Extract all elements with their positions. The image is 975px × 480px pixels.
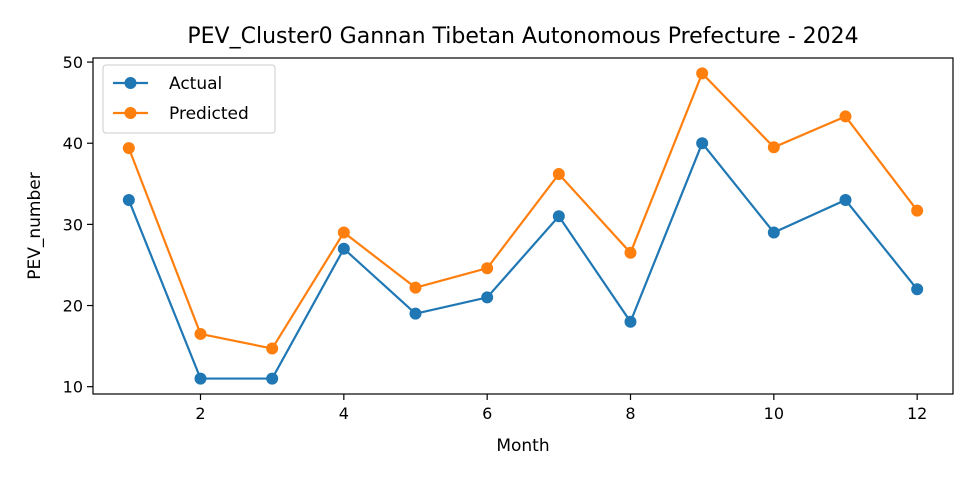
data-point — [481, 262, 494, 275]
x-tick-label: 6 — [482, 404, 492, 423]
data-point — [194, 327, 207, 340]
data-point — [911, 204, 924, 217]
data-point — [552, 210, 565, 223]
x-axis: 2 4 6 8 10 12 — [195, 394, 927, 423]
series-actual — [122, 137, 924, 385]
data-point — [767, 226, 780, 239]
series-line — [127, 71, 919, 350]
data-point — [409, 281, 422, 294]
data-point — [122, 142, 135, 155]
chart-title: PEV_Cluster0 Gannan Tibetan Autonomous P… — [187, 24, 858, 49]
y-tick-label: 50 — [63, 53, 83, 72]
data-point — [839, 110, 852, 123]
data-point — [481, 291, 494, 304]
series-line — [127, 141, 919, 380]
data-point — [266, 372, 279, 385]
data-point — [911, 283, 924, 296]
x-tick-label: 10 — [764, 404, 784, 423]
x-tick-label: 8 — [625, 404, 635, 423]
data-point — [266, 342, 279, 355]
y-tick-label: 10 — [63, 378, 83, 397]
plot-frame — [92, 57, 954, 395]
x-tick-label: 12 — [907, 404, 927, 423]
data-point — [624, 246, 637, 259]
data-point — [552, 168, 565, 181]
x-tick-label: 4 — [339, 404, 349, 423]
y-axis-label: PEV_number — [25, 172, 45, 279]
y-axis: 10 20 30 40 50 — [63, 53, 93, 397]
legend-swatch-marker — [124, 77, 137, 89]
data-point — [337, 242, 350, 255]
data-point — [624, 315, 637, 328]
data-point — [409, 307, 422, 320]
plot-area — [92, 57, 954, 395]
y-tick-label: 20 — [63, 297, 83, 316]
data-point — [194, 372, 207, 385]
x-tick-label: 2 — [195, 404, 205, 423]
series-group — [122, 67, 924, 385]
y-tick-label: 30 — [63, 215, 83, 234]
data-point — [696, 67, 709, 80]
data-point — [696, 137, 709, 150]
legend-label: Predicted — [169, 104, 249, 124]
y-tick-label: 40 — [63, 134, 83, 153]
legend-swatch-marker — [124, 107, 137, 119]
legend-label: Actual — [169, 74, 222, 94]
legend: Actual Predicted — [102, 64, 276, 134]
x-axis-label: Month — [496, 436, 549, 456]
data-point — [337, 226, 350, 239]
data-point — [767, 141, 780, 154]
data-point — [839, 194, 852, 207]
series-predicted — [122, 67, 924, 355]
data-point — [122, 194, 135, 207]
